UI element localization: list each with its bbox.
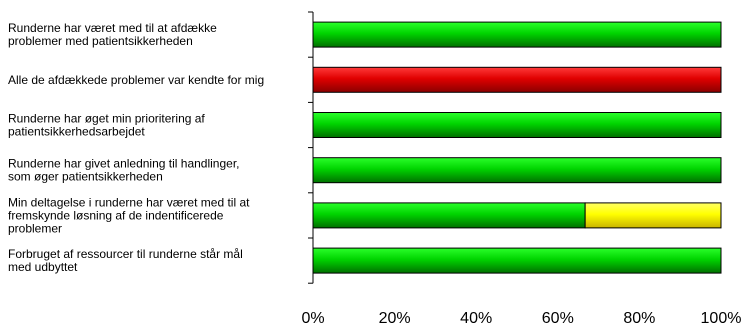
category-label: fremskynde løsning af de indentificerede: [8, 208, 224, 222]
category-label: som øger patientsikkerheden: [8, 170, 163, 184]
x-tick-label: 20%: [379, 310, 411, 325]
bar-segment-4-series-1: [312, 157, 722, 184]
x-tick-label: 100%: [701, 310, 742, 325]
category-label: Alle de afdækkede problemer var kendte f…: [8, 73, 264, 87]
category-labels: Runderne har været med til at afdækkepro…: [8, 21, 264, 274]
bar-segment-5-series-1: [312, 202, 586, 229]
bars-layer: [312, 21, 722, 274]
x-tick-label: 80%: [623, 310, 655, 325]
x-axis-ticks: 0% 20% 40% 60% 80% 100%: [301, 310, 741, 325]
category-label: Runderne har øget min prioritering af: [8, 112, 205, 126]
x-tick-label: 40%: [460, 310, 492, 325]
bar-segment-5-series-2: [584, 202, 722, 229]
category-label: Forbruget af ressourcer til runderne stå…: [8, 247, 243, 261]
category-label: problemer med patientsikkerheden: [8, 34, 193, 48]
category-label: problemer: [8, 221, 62, 235]
category-label: patientsikkerhedsarbejdet: [8, 125, 145, 139]
x-tick-label: 60%: [542, 310, 574, 325]
y-axis: [308, 11, 314, 284]
bar-segment-6-series-1: [312, 247, 722, 274]
x-tick-label: 0%: [301, 310, 324, 325]
category-label: Min deltagelse i runderne har været med …: [8, 195, 250, 209]
category-label: Runderne har givet anledning til handlin…: [8, 157, 240, 171]
bar-segment-1-series-1: [312, 21, 722, 48]
bar-segment-3-series-1: [312, 112, 722, 138]
category-label: med udbyttet: [8, 260, 78, 274]
bar-segment-2-series-3: [312, 66, 722, 93]
category-label: Runderne har været med til at afdække: [8, 21, 217, 35]
